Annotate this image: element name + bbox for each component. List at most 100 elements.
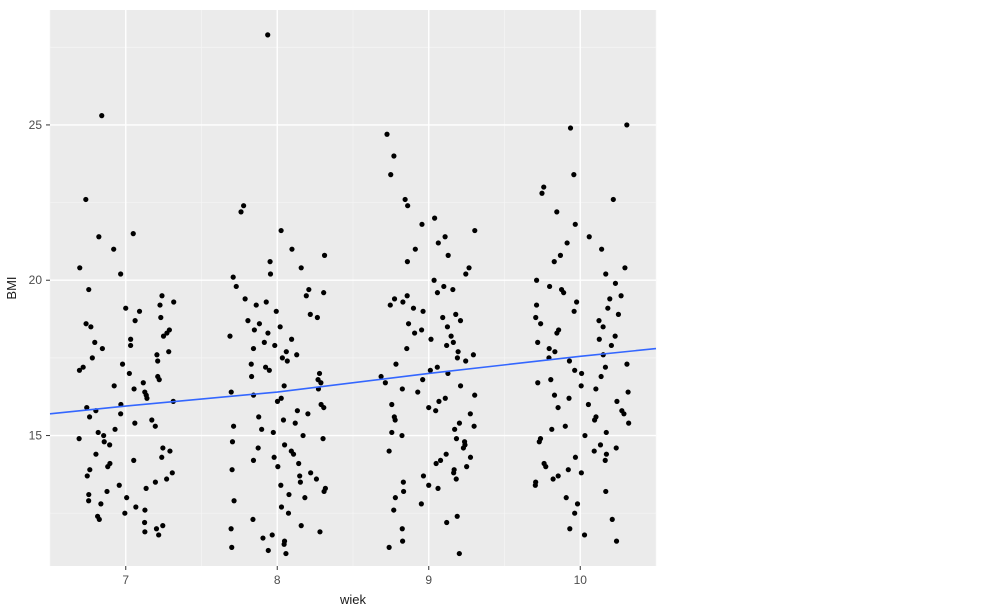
data-point <box>299 523 304 528</box>
data-point <box>420 309 425 314</box>
data-point <box>124 495 129 500</box>
data-point <box>457 421 462 426</box>
data-point <box>131 458 136 463</box>
data-point <box>133 504 138 509</box>
data-point <box>551 476 556 481</box>
data-point <box>391 507 396 512</box>
data-point <box>92 340 97 345</box>
data-point <box>599 374 604 379</box>
data-point <box>86 492 91 497</box>
data-point <box>321 405 326 410</box>
data-point <box>435 486 440 491</box>
data-point <box>563 424 568 429</box>
data-point <box>472 424 477 429</box>
x-tick-label: 8 <box>274 573 281 587</box>
data-point <box>393 417 398 422</box>
data-point <box>405 259 410 264</box>
data-point <box>286 511 291 516</box>
data-point <box>241 203 246 208</box>
data-point <box>299 265 304 270</box>
data-point <box>282 442 287 447</box>
data-point <box>128 337 133 342</box>
data-point <box>534 302 539 307</box>
data-point <box>579 383 584 388</box>
data-point <box>272 455 277 460</box>
data-point <box>87 414 92 419</box>
data-point <box>238 209 243 214</box>
x-axis-title: wiek <box>339 592 367 607</box>
data-point <box>431 278 436 283</box>
data-point <box>257 321 262 326</box>
data-point <box>611 197 616 202</box>
data-point <box>403 197 408 202</box>
data-point <box>315 315 320 320</box>
data-point <box>622 265 627 270</box>
data-point <box>404 346 409 351</box>
data-point <box>107 442 112 447</box>
data-point <box>267 259 272 264</box>
data-point <box>384 132 389 137</box>
data-point <box>400 539 405 544</box>
data-point <box>567 358 572 363</box>
data-point <box>285 358 290 363</box>
data-point <box>275 399 280 404</box>
data-point <box>278 324 283 329</box>
data-point <box>161 334 166 339</box>
data-point <box>435 365 440 370</box>
data-point <box>446 253 451 258</box>
data-point <box>85 473 90 478</box>
data-point <box>284 349 289 354</box>
data-point <box>552 259 557 264</box>
data-point <box>566 396 571 401</box>
data-point <box>440 315 445 320</box>
data-point <box>262 340 267 345</box>
data-point <box>456 349 461 354</box>
data-point <box>164 476 169 481</box>
chart-svg: 78910152025wiekBMI <box>0 0 984 609</box>
data-point <box>572 309 577 314</box>
data-point <box>428 337 433 342</box>
data-point <box>86 287 91 292</box>
data-point <box>535 340 540 345</box>
data-point <box>454 436 459 441</box>
data-point <box>574 299 579 304</box>
data-point <box>587 234 592 239</box>
data-point <box>317 529 322 534</box>
data-point <box>573 222 578 227</box>
data-point <box>281 417 286 422</box>
data-point <box>539 191 544 196</box>
data-point <box>153 424 158 429</box>
data-point <box>160 445 165 450</box>
data-point <box>547 284 552 289</box>
y-axis-title: BMI <box>4 276 19 299</box>
data-point <box>572 511 577 516</box>
data-point <box>322 253 327 258</box>
data-point <box>592 448 597 453</box>
data-point <box>268 271 273 276</box>
data-point <box>432 216 437 221</box>
data-point <box>436 240 441 245</box>
data-point <box>160 523 165 528</box>
data-point <box>256 445 261 450</box>
x-tick-label: 7 <box>122 573 129 587</box>
data-point <box>306 287 311 292</box>
data-point <box>405 293 410 298</box>
data-point <box>614 539 619 544</box>
data-point <box>229 545 234 550</box>
data-point <box>472 228 477 233</box>
data-point <box>443 396 448 401</box>
data-point <box>599 247 604 252</box>
data-point <box>614 445 619 450</box>
data-point <box>406 321 411 326</box>
data-point <box>605 306 610 311</box>
scatter-chart: 78910152025wiekBMI <box>0 0 984 609</box>
data-point <box>454 476 459 481</box>
data-point <box>102 439 107 444</box>
data-point <box>243 296 248 301</box>
data-point <box>463 271 468 276</box>
data-point <box>251 346 256 351</box>
data-point <box>117 483 122 488</box>
data-point <box>171 299 176 304</box>
data-point <box>558 253 563 258</box>
data-point <box>99 113 104 118</box>
